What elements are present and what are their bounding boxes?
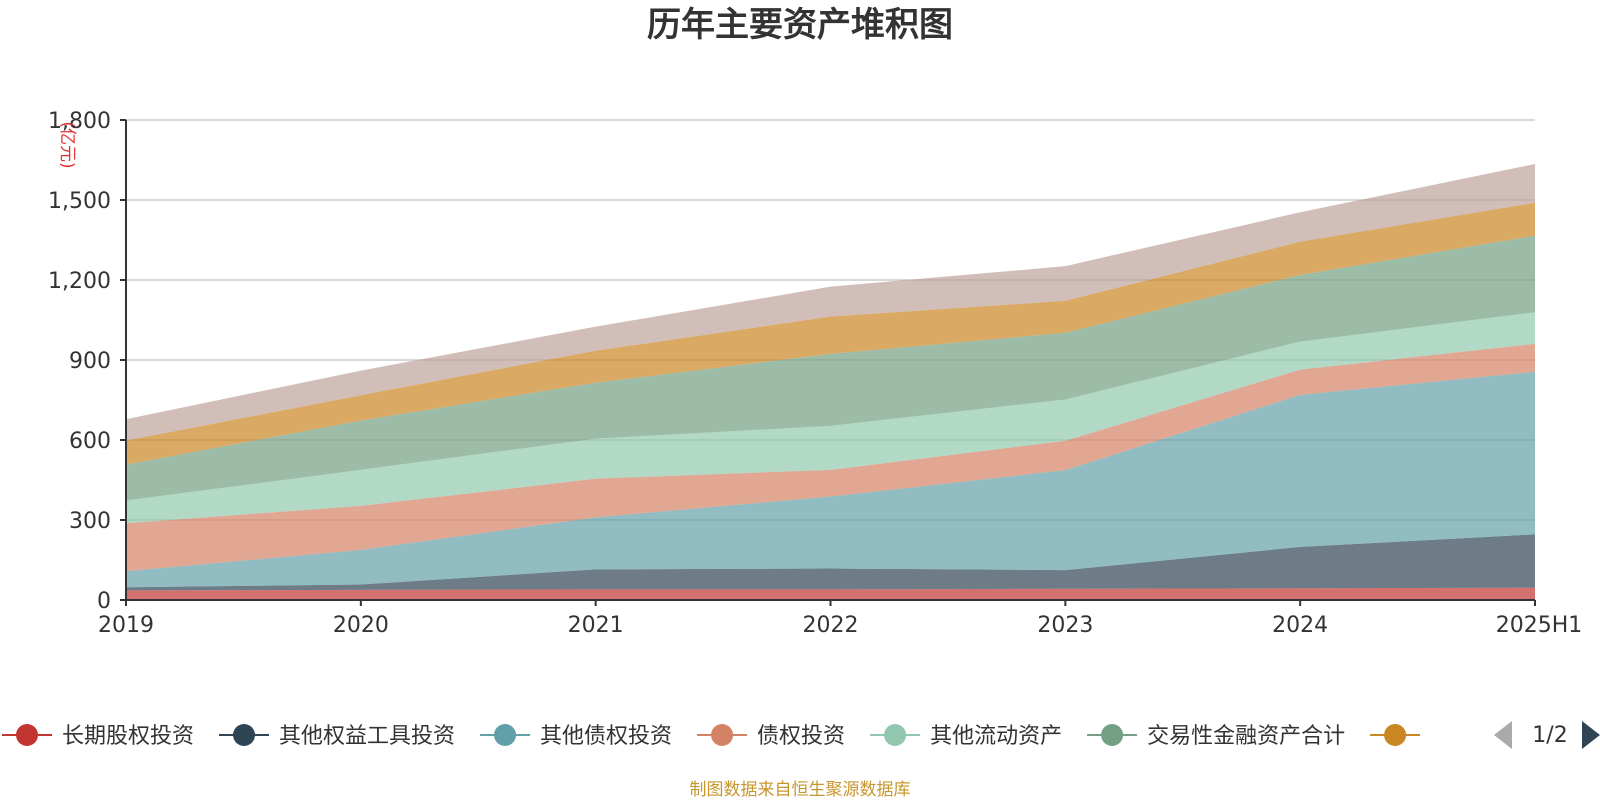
area-series-2[interactable]	[126, 534, 1535, 591]
area-series	[126, 164, 1535, 600]
legend-label: 债权投资	[757, 724, 845, 749]
legend-item-1[interactable]: 长期股权投资	[2, 724, 194, 749]
chart-title: 历年主要资产堆积图	[647, 5, 953, 45]
x-tick-label: 2019	[98, 613, 154, 638]
legend-item-2[interactable]: 其他权益工具投资	[219, 724, 455, 749]
y-tick-label: 1,800	[48, 109, 111, 134]
y-tick-label: 0	[97, 589, 111, 614]
area-series-3[interactable]	[126, 371, 1535, 588]
legend-circle-icon	[711, 724, 734, 746]
x-tick-label: 2021	[568, 613, 624, 638]
y-axis-unit-label: (亿元)	[57, 121, 77, 168]
legend-item-3[interactable]: 其他债权投资	[480, 724, 672, 749]
y-tick-label: 600	[69, 429, 111, 454]
data-source-note: 制图数据来自恒生聚源数据库	[690, 780, 911, 800]
area-series-8[interactable]	[126, 164, 1535, 441]
legend-circle-icon	[1384, 724, 1407, 746]
legend-label: 其他债权投资	[540, 724, 672, 749]
legend-circle-icon	[233, 724, 256, 746]
legend-page-indicator: 1/2	[1532, 723, 1567, 748]
legend-next-page-icon[interactable]	[1582, 721, 1600, 749]
legend-item-5[interactable]: 其他流动资产	[870, 724, 1062, 749]
legend-label: 其他权益工具投资	[279, 724, 455, 749]
area-series-4[interactable]	[126, 343, 1535, 572]
area-series-1[interactable]	[126, 587, 1535, 600]
x-tick-label: 2025H1	[1496, 613, 1583, 638]
x-axis-ticks: 2019 2020 2021 2022 2023 2024 2025H1	[98, 600, 1582, 638]
legend-circle-icon	[16, 724, 38, 746]
legend-label: 交易性金融资产合计	[1147, 724, 1345, 749]
y-tick-label: 300	[69, 509, 111, 534]
legend-circle-icon	[1101, 724, 1124, 746]
legend-circle-icon	[494, 724, 517, 746]
legend-pager: 1/2	[1494, 721, 1600, 749]
legend-label: 其他流动资产	[930, 724, 1062, 749]
legend-item-7[interactable]	[1370, 724, 1421, 746]
x-tick-label: 2022	[803, 613, 859, 638]
legend-item-4[interactable]: 债权投资	[697, 724, 845, 749]
y-tick-label: 900	[69, 349, 111, 374]
legend: 长期股权投资 其他权益工具投资 其他债权投资 债权投资 其他流动资产 交易性金融资产合计	[2, 724, 1421, 749]
y-tick-label: 1,200	[48, 269, 111, 294]
y-tick-label: 1,500	[48, 189, 111, 214]
legend-prev-page-icon[interactable]	[1494, 721, 1512, 749]
legend-label: 长期股权投资	[62, 724, 194, 749]
x-tick-label: 2024	[1272, 613, 1328, 638]
area-series-5[interactable]	[126, 312, 1535, 524]
y-axis-ticks: 0 300 600 900 1,200 1,500 1,800	[48, 109, 126, 614]
x-tick-label: 2020	[333, 613, 389, 638]
x-tick-label: 2023	[1037, 613, 1093, 638]
area-series-7[interactable]	[126, 202, 1535, 465]
area-series-6[interactable]	[126, 235, 1535, 501]
legend-item-6[interactable]: 交易性金融资产合计	[1087, 724, 1345, 749]
legend-circle-icon	[884, 724, 907, 746]
